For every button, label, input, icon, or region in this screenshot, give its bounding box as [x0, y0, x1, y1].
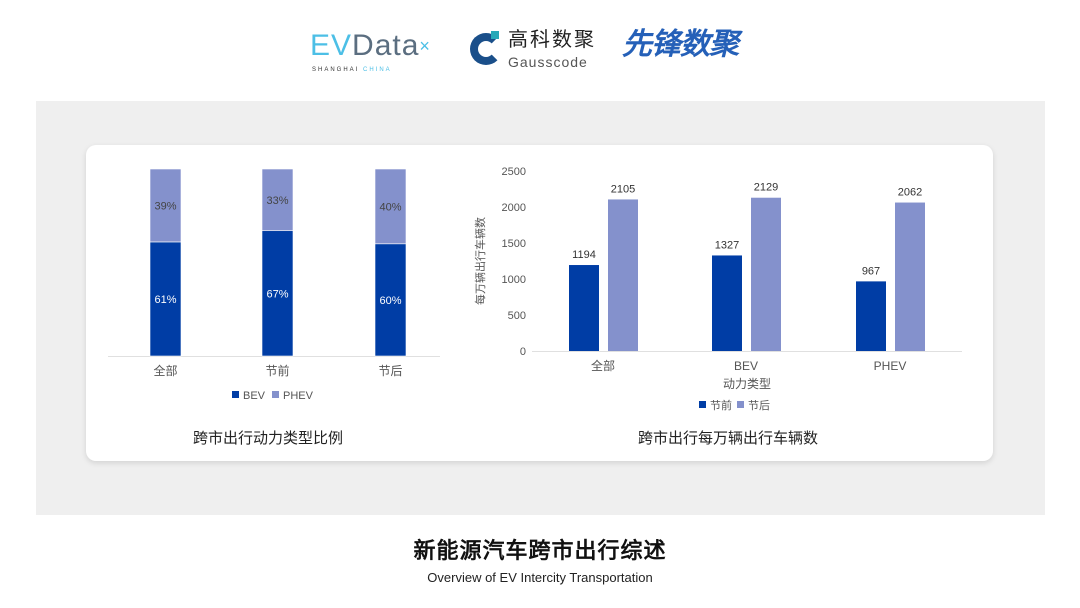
y-tick-label: 1500	[502, 238, 526, 250]
legend-label: BEV	[243, 390, 266, 402]
y-axis-title: 每万辆出行车辆数	[473, 217, 487, 305]
bar-after	[608, 199, 638, 351]
data-label: 60%	[379, 295, 401, 307]
bar-before	[712, 255, 742, 351]
page-title: 新能源汽车跨市出行综述	[413, 538, 667, 563]
legend-label: PHEV	[283, 390, 314, 402]
bar-after	[895, 202, 925, 351]
bar-before	[856, 281, 886, 351]
chart-card	[86, 145, 993, 461]
evdata-x-mark-icon: ×	[419, 36, 431, 56]
bar-after	[751, 197, 781, 351]
category-label: 全部	[153, 363, 177, 378]
category-label: 节前	[265, 363, 289, 378]
bar-phev	[374, 168, 407, 245]
bar-phev	[261, 168, 294, 232]
y-tick-label: 500	[508, 310, 526, 322]
data-label: 33%	[266, 195, 288, 207]
legend-label: 节后	[748, 399, 770, 412]
category-label: 全部	[591, 358, 615, 373]
category-label: PHEV	[874, 359, 907, 373]
x-axis-title: 动力类型	[723, 377, 771, 391]
legend-swatch	[232, 391, 239, 398]
bar-bev	[149, 241, 182, 357]
y-tick-label: 0	[520, 346, 526, 358]
category-label: 节后	[378, 364, 402, 378]
bar-bev	[261, 230, 294, 357]
data-label: 67%	[266, 288, 288, 300]
legend-swatch	[737, 401, 744, 408]
logo-bar: EVData× SHANGHAI CHINA 高科数聚 Gausscode 先锋…	[310, 28, 739, 74]
y-tick-label: 2500	[502, 166, 526, 178]
chart-title: 跨市出行每万辆出行车辆数	[638, 430, 818, 447]
chart-title: 跨市出行动力类型比例	[193, 430, 343, 447]
bar-before	[569, 265, 599, 351]
data-label: 2129	[754, 182, 778, 194]
data-label: 1327	[715, 239, 739, 251]
y-tick-label: 1000	[502, 274, 526, 286]
data-label: 1194	[572, 249, 596, 261]
evdata-subtitle: SHANGHAI CHINA	[312, 67, 392, 73]
bar-phev	[149, 168, 182, 243]
gausscode-square-icon	[491, 31, 499, 39]
legend-swatch	[272, 391, 279, 398]
evdata-logo: EVData× SHANGHAI CHINA	[310, 29, 431, 74]
data-label: 2062	[898, 187, 922, 199]
data-label: 967	[862, 265, 880, 277]
gausscode-mark-icon	[470, 33, 502, 65]
xianfeng-logo: 先锋数聚	[622, 28, 739, 61]
data-label: 61%	[154, 294, 176, 306]
category-label: BEV	[734, 359, 758, 373]
data-label: 40%	[379, 201, 401, 213]
legend-label: 节前	[710, 398, 732, 412]
page-subtitle: Overview of EV Intercity Transportation	[427, 570, 653, 585]
bar-bev	[374, 243, 407, 357]
legend-swatch	[699, 401, 706, 408]
data-label: 2105	[611, 183, 635, 195]
y-tick-label: 2000	[502, 202, 526, 214]
data-label: 39%	[154, 200, 176, 212]
